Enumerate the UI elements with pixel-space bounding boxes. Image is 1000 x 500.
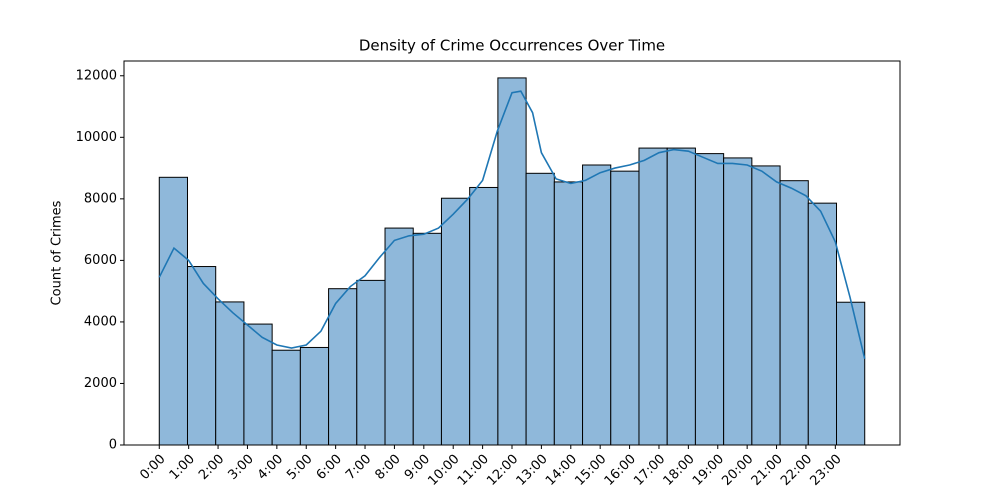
histogram-bar xyxy=(158,176,188,446)
histogram-bar xyxy=(412,232,442,446)
histogram-bar xyxy=(328,288,358,446)
x-tick-label: 4:00 xyxy=(255,452,286,483)
y-tick-label: 6000 xyxy=(84,253,117,268)
histogram-bar xyxy=(723,157,753,446)
x-tick-label: 1:00 xyxy=(167,452,198,483)
y-tick-label: 2000 xyxy=(84,376,117,391)
histogram-bar xyxy=(243,323,273,446)
x-tick-label: 12:00 xyxy=(484,452,521,489)
histogram-bar xyxy=(356,279,386,446)
histogram-bar xyxy=(271,349,301,446)
x-tick-label: 7:00 xyxy=(343,452,374,483)
histogram-bar xyxy=(215,301,245,446)
y-tick-label: 12000 xyxy=(76,68,117,83)
histogram-bar xyxy=(779,180,809,446)
chart-title: Density of Crime Occurrences Over Time xyxy=(359,37,665,55)
histogram-bar xyxy=(694,153,725,446)
histogram-bar xyxy=(582,164,612,446)
x-tick-label: 20:00 xyxy=(719,452,756,489)
x-tick-label: 13:00 xyxy=(514,452,551,489)
x-tick-label: 17:00 xyxy=(631,452,668,489)
histogram-bar xyxy=(751,165,781,446)
histogram-bar xyxy=(299,346,330,446)
x-tick-label: 2:00 xyxy=(196,452,227,483)
histogram-bar xyxy=(638,147,668,446)
x-tick-label: 5:00 xyxy=(284,452,315,483)
x-tick-label: 18:00 xyxy=(661,452,698,489)
y-tick-label: 0 xyxy=(109,438,117,453)
y-tick-label: 8000 xyxy=(84,191,117,206)
x-tick-label: 11:00 xyxy=(455,452,492,489)
x-tick-label: 3:00 xyxy=(226,452,257,483)
histogram-bar xyxy=(553,181,584,446)
histogram-bar xyxy=(807,202,838,446)
x-tick-label: 8:00 xyxy=(372,452,403,483)
x-tick-label: 23:00 xyxy=(808,452,845,489)
x-tick-label: 21:00 xyxy=(749,452,786,489)
histogram-bar xyxy=(497,77,527,446)
y-axis-label: Count of Crimes xyxy=(50,200,65,305)
y-tick-label: 4000 xyxy=(84,314,117,329)
x-tick-label: 10:00 xyxy=(425,452,462,489)
x-tick-label: 19:00 xyxy=(690,452,727,489)
kde-line xyxy=(158,90,866,360)
histogram-bar xyxy=(666,147,696,446)
x-tick-label: 15:00 xyxy=(572,452,609,489)
histogram-bar xyxy=(186,266,217,446)
histogram-bar xyxy=(469,186,499,446)
histogram-bar xyxy=(525,172,555,446)
x-tick-label: 6:00 xyxy=(314,452,345,483)
x-tick-label: 14:00 xyxy=(543,452,580,489)
histogram-bar xyxy=(610,170,640,446)
y-tick-label: 10000 xyxy=(76,130,117,145)
x-tick-label: 22:00 xyxy=(778,452,815,489)
x-tick-label: 0:00 xyxy=(137,452,168,483)
histogram-bar xyxy=(836,301,866,446)
histogram-bar xyxy=(384,227,414,446)
histogram-bar xyxy=(440,197,471,446)
x-tick-label: 16:00 xyxy=(602,452,639,489)
